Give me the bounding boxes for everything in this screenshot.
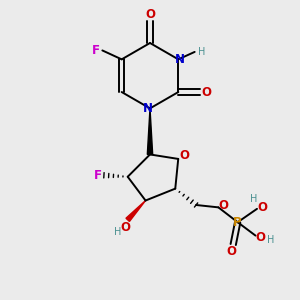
Text: H: H (267, 235, 274, 245)
Text: O: O (256, 231, 266, 244)
Text: O: O (257, 201, 267, 214)
Text: F: F (93, 169, 101, 182)
Text: P: P (233, 216, 242, 229)
Text: H: H (197, 47, 205, 57)
Text: O: O (219, 200, 229, 212)
Polygon shape (126, 200, 146, 221)
Text: O: O (201, 85, 211, 98)
Text: O: O (227, 244, 237, 258)
Text: N: N (175, 53, 185, 66)
Polygon shape (147, 108, 153, 154)
Text: H: H (114, 227, 121, 237)
Text: O: O (145, 8, 155, 21)
Text: O: O (180, 149, 190, 162)
Text: F: F (92, 44, 100, 57)
Text: H: H (250, 194, 258, 204)
Text: N: N (143, 102, 153, 115)
Text: O: O (120, 221, 130, 234)
